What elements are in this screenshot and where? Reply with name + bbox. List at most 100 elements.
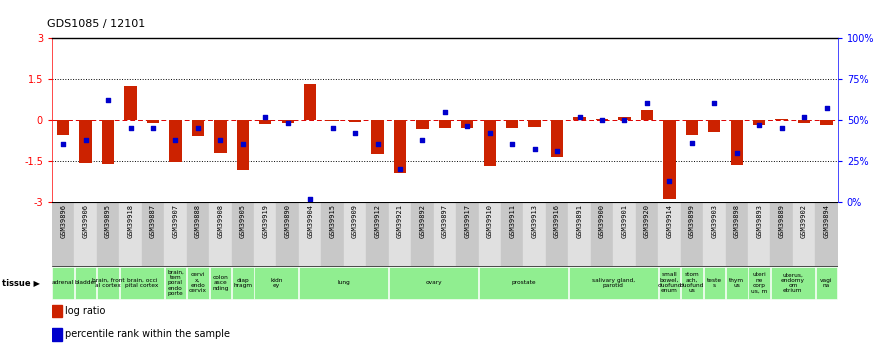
Text: GSM39899: GSM39899 bbox=[689, 204, 694, 238]
Text: stom
ach,
duofund
us: stom ach, duofund us bbox=[680, 272, 704, 294]
Point bbox=[797, 114, 811, 119]
Point bbox=[685, 140, 699, 146]
Bar bbox=[613, 202, 635, 266]
Point bbox=[303, 196, 317, 201]
Bar bbox=[573, 117, 586, 120]
Bar bbox=[685, 120, 698, 135]
Bar bbox=[748, 267, 770, 299]
Bar bbox=[187, 267, 209, 299]
Text: GSM39900: GSM39900 bbox=[599, 204, 605, 238]
Bar bbox=[344, 202, 366, 266]
Point bbox=[236, 142, 250, 147]
Bar bbox=[237, 120, 249, 170]
Text: GSM39903: GSM39903 bbox=[711, 204, 718, 238]
Bar bbox=[165, 267, 186, 299]
Point bbox=[528, 147, 542, 152]
Point bbox=[79, 137, 93, 142]
Bar bbox=[209, 202, 231, 266]
Text: GSM39887: GSM39887 bbox=[150, 204, 156, 238]
Bar bbox=[506, 120, 519, 128]
Text: percentile rank within the sample: percentile rank within the sample bbox=[65, 329, 229, 339]
Text: GSM39919: GSM39919 bbox=[263, 204, 268, 238]
Text: GSM39910: GSM39910 bbox=[487, 204, 493, 238]
Bar bbox=[119, 202, 142, 266]
Text: GSM39905: GSM39905 bbox=[240, 204, 246, 238]
Bar bbox=[371, 120, 383, 154]
Text: GSM39892: GSM39892 bbox=[419, 204, 426, 238]
Bar bbox=[501, 202, 523, 266]
Bar bbox=[210, 267, 231, 299]
Bar bbox=[659, 267, 680, 299]
Point bbox=[348, 130, 362, 136]
Text: GSM39891: GSM39891 bbox=[576, 204, 582, 238]
Text: salivary gland,
parotid: salivary gland, parotid bbox=[591, 278, 634, 288]
Bar bbox=[281, 120, 294, 122]
Point bbox=[191, 125, 205, 131]
Bar bbox=[529, 120, 541, 127]
Bar bbox=[169, 120, 182, 162]
Bar bbox=[254, 267, 298, 299]
Bar bbox=[439, 120, 451, 128]
Bar bbox=[259, 120, 271, 124]
Bar bbox=[417, 120, 428, 129]
Text: ovary: ovary bbox=[426, 280, 442, 285]
Point bbox=[213, 137, 228, 142]
Bar bbox=[411, 202, 434, 266]
Text: GSM39908: GSM39908 bbox=[218, 204, 223, 238]
Bar bbox=[681, 202, 703, 266]
Text: GSM39909: GSM39909 bbox=[352, 204, 358, 238]
Text: GSM39906: GSM39906 bbox=[82, 204, 89, 238]
Point bbox=[617, 117, 632, 122]
Bar bbox=[456, 202, 478, 266]
Bar bbox=[815, 267, 837, 299]
Point bbox=[707, 101, 721, 106]
Bar bbox=[546, 202, 568, 266]
Bar bbox=[730, 120, 743, 165]
Bar bbox=[775, 119, 788, 120]
Text: colon
asce
nding: colon asce nding bbox=[212, 275, 228, 291]
Bar bbox=[523, 202, 546, 266]
Bar bbox=[753, 120, 765, 125]
Point bbox=[595, 117, 609, 122]
Bar bbox=[277, 202, 299, 266]
Text: cervi
x,
endo
cervix: cervi x, endo cervix bbox=[189, 272, 207, 294]
Bar bbox=[74, 202, 97, 266]
Point bbox=[124, 125, 138, 131]
Bar bbox=[726, 267, 747, 299]
Point bbox=[392, 166, 407, 172]
Bar bbox=[254, 202, 277, 266]
Bar bbox=[815, 202, 838, 266]
Bar bbox=[771, 267, 814, 299]
Point bbox=[258, 114, 272, 119]
Bar bbox=[214, 120, 227, 152]
Bar bbox=[641, 110, 653, 120]
Bar bbox=[52, 328, 62, 341]
Bar bbox=[80, 120, 91, 163]
Text: brain, front
al cortex: brain, front al cortex bbox=[91, 278, 125, 288]
Point bbox=[168, 137, 183, 142]
Bar bbox=[389, 202, 411, 266]
Text: GSM39913: GSM39913 bbox=[531, 204, 538, 238]
Text: GSM39901: GSM39901 bbox=[622, 204, 627, 238]
Text: GSM39888: GSM39888 bbox=[195, 204, 201, 238]
Text: GSM39890: GSM39890 bbox=[285, 204, 290, 238]
Bar bbox=[568, 202, 590, 266]
Text: brain, occi
pital cortex: brain, occi pital cortex bbox=[125, 278, 159, 288]
Point bbox=[729, 150, 744, 155]
Point bbox=[505, 142, 520, 147]
Bar bbox=[164, 202, 186, 266]
Text: GSM39921: GSM39921 bbox=[397, 204, 403, 238]
Bar bbox=[569, 267, 658, 299]
Point bbox=[774, 125, 788, 131]
Text: uteri
ne
corp
us, m: uteri ne corp us, m bbox=[751, 272, 767, 294]
Bar bbox=[53, 267, 74, 299]
Text: adrenal: adrenal bbox=[52, 280, 74, 285]
Text: GSM39898: GSM39898 bbox=[734, 204, 740, 238]
Bar bbox=[366, 202, 389, 266]
Point bbox=[325, 125, 340, 131]
Text: teste
s: teste s bbox=[707, 278, 722, 288]
Point bbox=[438, 109, 452, 115]
Text: diap
hragm: diap hragm bbox=[233, 278, 253, 288]
Bar bbox=[125, 86, 137, 120]
Point bbox=[370, 142, 384, 147]
